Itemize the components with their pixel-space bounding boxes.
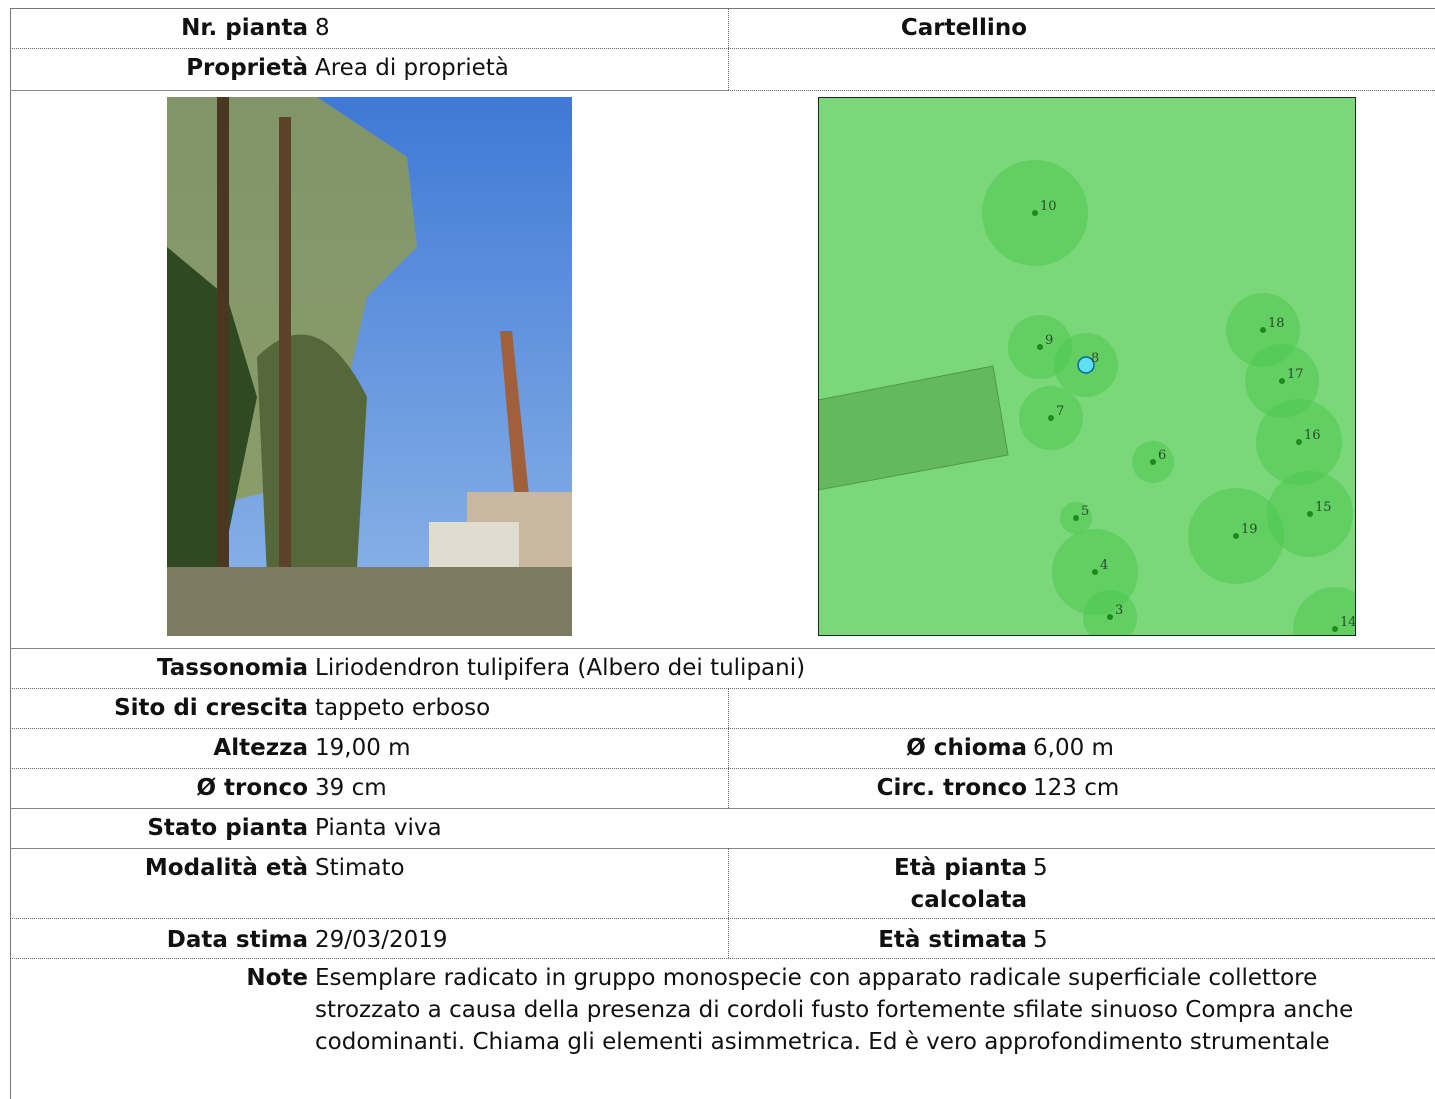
tree-dot [1150,459,1156,465]
field-value: 39 cm [315,775,387,801]
field-label: Proprietà [186,55,308,81]
sep [10,648,1435,649]
site-map: 10 9 8 7 6 5 4 3 18 17 16 15 19 14 [818,97,1356,636]
col-sep [728,688,729,808]
sep [10,958,1435,959]
section-title: Cartellino [900,15,1027,41]
field-value: Pianta viva [315,815,442,841]
field-value: 5 [1033,927,1048,953]
tree-dot [1048,415,1054,421]
sep [10,728,1435,729]
selected-tree [1077,356,1095,374]
field-value: 123 cm [1033,775,1120,801]
sep [10,90,728,91]
tree-dot [1296,439,1302,445]
tree-dot [1037,344,1043,350]
field-value: 19,00 m [315,735,411,761]
field-label: Tassonomia [157,655,308,681]
tree-label: 4 [1100,558,1108,573]
tree-dot [1279,378,1285,384]
tree-label: 7 [1056,404,1064,419]
tree-label: 5 [1081,504,1089,519]
tree-label: 16 [1304,428,1321,443]
field-label: Data stima [166,927,308,953]
tree-label: 3 [1115,603,1123,618]
field-label: Modalità età [144,855,308,881]
field-label: Età stimata [878,927,1027,953]
crown [1293,587,1356,636]
sep [10,688,1435,689]
field-label: Altezza [213,735,308,761]
field-label: Circ. tronco [876,775,1027,801]
tree-label: 8 [1091,351,1099,366]
col-sep [728,848,729,958]
tree-label: 17 [1287,367,1304,382]
sep [10,768,1435,769]
tree-dot [1073,515,1079,521]
tree-dot [1032,210,1038,216]
sep [10,848,1435,849]
field-value: Stimato [315,855,405,881]
field-label: Stato pianta [147,815,308,841]
tree-label: 9 [1045,333,1053,348]
tree-label: 18 [1268,316,1285,331]
field-value: 6,00 m [1033,735,1114,761]
tree-dot [1233,533,1239,539]
tree-label: 10 [1040,199,1057,214]
tree-dot [1260,327,1266,333]
field-label: Età pianta calcolata [894,855,1027,913]
field-label: Note [246,965,308,991]
field-value: 5 [1033,855,1048,881]
field-value: Area di proprietà [315,55,509,81]
field-label: Nr. pianta [181,15,308,41]
field-label: Sito di crescita [114,695,308,721]
sep [10,48,1435,49]
field-label: Ø chioma [906,735,1027,761]
tree-dot [1332,626,1338,632]
field-label: Ø tronco [196,775,308,801]
tree-dot [1092,569,1098,575]
sep [728,90,1435,91]
field-value: 8 [315,15,330,41]
crown [1083,590,1137,636]
tree-label: 19 [1241,522,1258,537]
sep [10,918,1435,919]
tree-dot [1107,614,1113,620]
field-value: tappeto erboso [315,695,491,721]
sep [10,808,1435,809]
tree-label: 15 [1315,500,1332,515]
col-sep [728,8,729,90]
field-value: 29/03/2019 [315,927,448,953]
tree-photo [167,97,572,636]
tree-label: 14 [1340,615,1356,630]
tree-dot [1307,511,1313,517]
field-value: Liriodendron tulipifera (Albero dei tuli… [315,655,806,681]
tree-label: 6 [1158,448,1166,463]
outer-frame [10,8,1435,1099]
field-value: Esemplare radicato in gruppo monospecie … [315,965,1354,1055]
